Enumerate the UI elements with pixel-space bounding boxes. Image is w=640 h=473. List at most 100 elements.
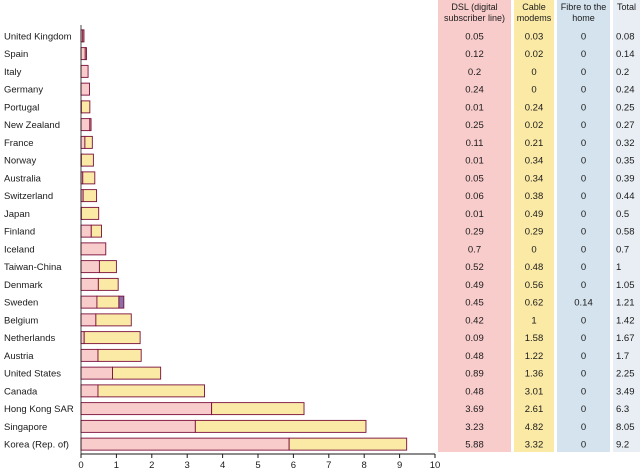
cell-taiwan-china-fibre: 0 <box>581 262 586 273</box>
bar-hong-kong-sar-cable-modems <box>211 402 305 416</box>
cell-belgium-fibre: 0 <box>581 315 586 326</box>
bar-italy-dsl-digital-subscriber-line <box>80 64 89 78</box>
cell-united-states-cable: 1.36 <box>525 369 544 380</box>
x-tick-label-7: 7 <box>326 460 331 471</box>
column-bg-fibre <box>557 0 610 452</box>
cell-korea-rep-of-total: 9.2 <box>616 440 629 451</box>
cell-netherlands-cable: 1.58 <box>525 333 544 344</box>
country-label-taiwan-china: Taiwan-China <box>4 262 62 273</box>
bar-denmark-cable-modems <box>97 277 119 291</box>
table-column-backgrounds <box>438 0 640 452</box>
country-label-united-states: United States <box>4 369 61 380</box>
country-label-germany: Germany <box>4 85 43 96</box>
cell-korea-rep-of-cable: 3.32 <box>525 440 544 451</box>
bar-france-dsl-digital-subscriber-line <box>80 135 86 149</box>
bar-france-cable-modems <box>84 135 93 149</box>
cell-switzerland-cable: 0.38 <box>525 191 544 202</box>
cell-austria-dsl: 0.48 <box>465 351 484 362</box>
bar-united-states-dsl-digital-subscriber-line <box>80 366 113 380</box>
cell-netherlands-total: 1.67 <box>616 333 635 344</box>
country-label-canada: Canada <box>4 386 38 397</box>
header-fibre-line-2: home <box>572 13 595 23</box>
cell-spain-dsl: 0.12 <box>465 49 484 60</box>
country-label-france: France <box>4 138 34 149</box>
cell-iceland-dsl: 0.7 <box>468 244 481 255</box>
cell-belgium-total: 1.42 <box>616 315 635 326</box>
x-tick-label-4: 4 <box>220 460 225 471</box>
cell-denmark-dsl: 0.49 <box>465 280 484 291</box>
cell-switzerland-total: 0.44 <box>616 191 635 202</box>
cell-italy-cable: 0 <box>531 67 536 78</box>
cell-norway-total: 0.35 <box>616 156 635 167</box>
bar-netherlands-cable-modems <box>83 331 141 345</box>
cell-iceland-cable: 0 <box>531 244 536 255</box>
x-tick-label-10: 10 <box>430 460 441 471</box>
cell-spain-fibre: 0 <box>581 49 586 60</box>
bar-korea-rep-of-dsl-digital-subscriber-line <box>80 437 290 451</box>
cell-singapore-cable: 4.82 <box>525 422 544 433</box>
country-label-japan: Japan <box>4 209 30 220</box>
cell-portugal-cable: 0.24 <box>525 102 544 113</box>
cell-iceland-fibre: 0 <box>581 244 586 255</box>
cell-norway-fibre: 0 <box>581 156 586 167</box>
cell-singapore-total: 8.05 <box>616 422 635 433</box>
cell-united-kingdom-dsl: 0.05 <box>465 31 484 42</box>
cell-denmark-total: 1.05 <box>616 280 635 291</box>
cell-france-fibre: 0 <box>581 138 586 149</box>
country-label-hong-kong-sar: Hong Kong SAR <box>4 404 74 415</box>
country-label-iceland: Iceland <box>4 244 35 255</box>
cell-australia-total: 0.39 <box>616 173 635 184</box>
cell-united-states-fibre: 0 <box>581 369 586 380</box>
cell-united-kingdom-total: 0.08 <box>616 31 635 42</box>
cell-austria-fibre: 0 <box>581 351 586 362</box>
cell-united-states-total: 2.25 <box>616 369 635 380</box>
cell-france-cable: 0.21 <box>525 138 544 149</box>
cell-japan-cable: 0.49 <box>525 209 544 220</box>
cell-denmark-fibre: 0 <box>581 280 586 291</box>
x-tick-label-2: 2 <box>149 460 154 471</box>
cell-denmark-cable: 0.56 <box>525 280 544 291</box>
cell-netherlands-dsl: 0.09 <box>465 333 484 344</box>
x-tick-label-0: 0 <box>78 460 83 471</box>
x-tick-label-1: 1 <box>114 460 119 471</box>
bar-sweden-dsl-digital-subscriber-line <box>80 295 98 309</box>
country-label-norway: Norway <box>4 156 36 167</box>
bar-netherlands-dsl-digital-subscriber-line <box>80 331 85 345</box>
country-label-denmark: Denmark <box>4 280 43 291</box>
header-dsl-line-2: subscriber line) <box>444 13 505 23</box>
country-label-new-zealand: New Zealand <box>4 120 60 131</box>
country-label-italy: Italy <box>4 67 22 78</box>
cell-hong-kong-sar-fibre: 0 <box>581 404 586 415</box>
cell-canada-fibre: 0 <box>581 386 586 397</box>
value-table: 0.05 0.03 0 0.08 0.12 0.02 0 0.14 0.2 0 0 0.2 0.24 0 0… <box>465 31 634 450</box>
cell-canada-cable: 3.01 <box>525 386 544 397</box>
bar-germany-dsl-digital-subscriber-line <box>80 82 90 96</box>
cell-japan-fibre: 0 <box>581 209 586 220</box>
bar-sweden-fibre-to-the-home <box>118 295 125 309</box>
country-labels: United Kingdom Spain Italy Germany Portugal N… <box>4 31 74 450</box>
column-bg-cable <box>514 0 554 452</box>
cell-iceland-total: 0.7 <box>616 244 629 255</box>
bar-iceland-dsl-digital-subscriber-line <box>80 242 107 256</box>
cell-norway-dsl: 0.01 <box>465 156 484 167</box>
cell-italy-fibre: 0 <box>581 67 586 78</box>
cell-united-kingdom-cable: 0.03 <box>525 31 544 42</box>
bar-austria-dsl-digital-subscriber-line <box>80 348 99 362</box>
cell-spain-cable: 0.02 <box>525 49 544 60</box>
bar-japan-cable-modems <box>80 206 100 220</box>
country-label-sweden: Sweden <box>4 298 38 309</box>
bar-korea-rep-of-cable-modems <box>288 437 408 451</box>
cell-switzerland-fibre: 0 <box>581 191 586 202</box>
column-bg-dsl <box>438 0 511 452</box>
bar-new-zealand-cable-modems <box>89 118 92 132</box>
header-cable-line-2: modems <box>517 13 552 23</box>
cell-finland-cable: 0.29 <box>525 227 544 238</box>
country-label-united-kingdom: United Kingdom <box>4 31 72 42</box>
bar-finland-dsl-digital-subscriber-line <box>80 224 92 238</box>
cell-hong-kong-sar-total: 6.3 <box>616 404 629 415</box>
cell-finland-dsl: 0.29 <box>465 227 484 238</box>
cell-portugal-total: 0.25 <box>616 102 635 113</box>
cell-australia-dsl: 0.05 <box>465 173 484 184</box>
